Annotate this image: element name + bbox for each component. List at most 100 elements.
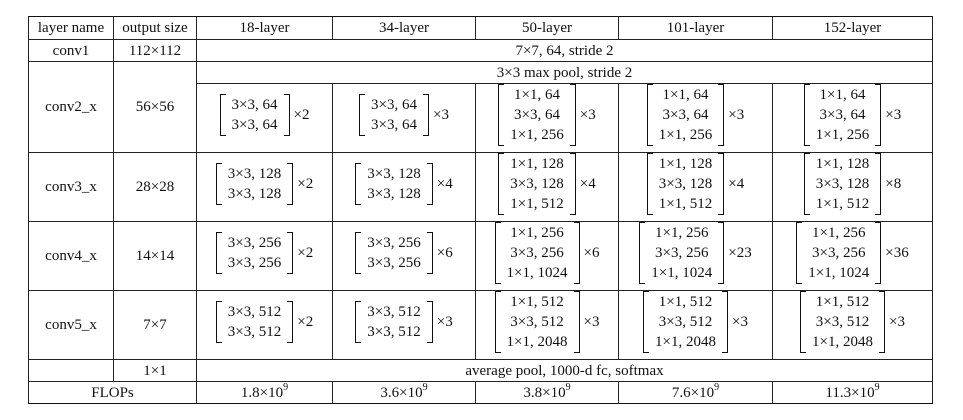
block-cell: 1×1, 512 3×3, 512 1×1, 2048 ×3 (475, 290, 619, 360)
bracket-matrix: 3×3, 64 3×3, 64 (219, 94, 290, 136)
header-cell: 50-layer (475, 16, 619, 40)
flops-value-cell: 1.8×109 (196, 381, 333, 404)
block-cell: 3×3, 256 3×3, 256 ×6 (332, 221, 476, 291)
header-cell: 18-layer (196, 16, 333, 40)
block-layers: 1×1, 128 3×3, 128 1×1, 512 (653, 153, 718, 215)
header-cell: 152-layer (772, 16, 933, 40)
right-bracket (426, 232, 433, 274)
bracket-matrix: 1×1, 512 3×3, 512 1×1, 2048 (494, 291, 580, 353)
block-multiplier: ×2 (297, 245, 314, 261)
block-layers: 3×3, 64 3×3, 64 (226, 94, 284, 136)
block-cell: 3×3, 512 3×3, 512 ×3 (332, 290, 476, 360)
flops-exponent: 9 (565, 381, 571, 393)
block-multiplier: ×3 (436, 314, 453, 330)
layer-name-cell: conv4_x (28, 221, 114, 291)
right-bracket (573, 291, 580, 353)
block-layers: 1×1, 64 3×3, 64 1×1, 256 (504, 84, 569, 146)
block-layer-line: 3×3, 128 (510, 176, 564, 192)
flops-mantissa: 1.8×10 (240, 384, 284, 401)
residual-block: 1×1, 128 3×3, 128 1×1, 512 ×4 (498, 153, 596, 215)
block-multiplier: ×3 (885, 107, 902, 123)
block-multiplier: ×3 (889, 314, 905, 330)
flops-mantissa: 7.6×10 (671, 384, 715, 401)
right-bracket (569, 153, 576, 215)
right-bracket (875, 222, 882, 284)
block-cell: 1×1, 64 3×3, 64 1×1, 256 ×3 (618, 83, 773, 153)
bracket-matrix: 1×1, 64 3×3, 64 1×1, 256 (803, 84, 882, 146)
left-bracket (498, 84, 505, 146)
right-bracket (718, 84, 725, 146)
block-cell: 3×3, 256 3×3, 256 ×2 (196, 221, 333, 291)
block-layer-line: 1×1, 1024 (651, 265, 713, 281)
residual-block: 1×1, 64 3×3, 64 1×1, 256 ×3 (803, 84, 902, 146)
bracket-matrix: 1×1, 512 3×3, 512 1×1, 2048 (800, 291, 885, 353)
flops-row: FLOPs 1.8×109 3.6×109 3.8×109 7.6×109 11.3×10… (28, 381, 933, 404)
residual-block: 3×3, 64 3×3, 64 ×3 (359, 94, 449, 136)
residual-block: 1×1, 128 3×3, 128 1×1, 512 ×4 (646, 153, 745, 215)
block-layer-line: 3×3, 64 (231, 117, 278, 133)
residual-block: 3×3, 512 3×3, 512 ×3 (355, 301, 453, 343)
block-layer-line: 1×1, 512 (510, 294, 564, 310)
block-multiplier: ×6 (583, 245, 600, 261)
block-layers: 3×3, 64 3×3, 64 (365, 94, 423, 136)
bracket-matrix: 1×1, 256 3×3, 256 1×1, 1024 (796, 222, 882, 284)
flops-value-cell: 11.3×109 (772, 381, 933, 404)
block-layer-line: 3×3, 256 (227, 235, 282, 251)
block-cell: 1×1, 128 3×3, 128 1×1, 512 ×4 (618, 152, 773, 222)
bracket-matrix: 3×3, 256 3×3, 256 (215, 232, 294, 274)
output-size-cell: 7×7 (113, 290, 197, 360)
residual-block: 3×3, 64 3×3, 64 ×2 (219, 94, 309, 136)
right-bracket (426, 301, 433, 343)
block-layers: 3×3, 512 3×3, 512 (361, 301, 426, 343)
layer-name-cell: conv2_x (28, 61, 114, 153)
right-bracket (875, 84, 882, 146)
block-multiplier: ×8 (885, 176, 902, 192)
flops-value-cell: 3.6×109 (332, 381, 476, 404)
conv1-spec-cell: 7×7, 64, stride 2 (196, 39, 933, 62)
residual-block: 3×3, 256 3×3, 256 ×2 (215, 232, 314, 274)
block-layers: 3×3, 256 3×3, 256 (222, 232, 287, 274)
block-layer-line: 3×3, 64 (514, 107, 560, 123)
final-row: 1×1 average pool, 1000-d fc, softmax (28, 359, 933, 382)
block-layer-line: 1×1, 64 (819, 87, 866, 103)
block-cell: 1×1, 512 3×3, 512 1×1, 2048 ×3 (618, 290, 773, 360)
stage-row: conv4_x 14×14 3×3, 256 3×3, 256 ×2 3×3, 256 3×… (28, 221, 933, 291)
bracket-matrix: 3×3, 256 3×3, 256 (355, 232, 433, 274)
block-layer-line: 1×1, 512 (658, 294, 713, 310)
right-bracket (879, 291, 885, 353)
block-multiplier: ×3 (732, 314, 748, 330)
block-cell: 3×3, 64 3×3, 64 ×3 (332, 83, 476, 153)
stage-row: conv3_x 28×28 3×3, 128 3×3, 128 ×2 3×3, 128 3×… (28, 152, 933, 222)
block-layer-line: 1×1, 2048 (655, 334, 716, 350)
final-spec-cell: average pool, 1000-d fc, softmax (196, 359, 933, 382)
block-multiplier: ×4 (728, 176, 745, 192)
residual-block: 3×3, 256 3×3, 256 ×6 (355, 232, 453, 274)
block-cell: 3×3, 128 3×3, 128 ×4 (332, 152, 476, 222)
block-cell: 3×3, 64 3×3, 64 ×2 (196, 83, 333, 153)
layer-name-cell: conv5_x (28, 290, 114, 360)
block-layer-line: 1×1, 1024 (808, 265, 870, 281)
left-bracket (355, 232, 362, 274)
output-size-cell: 112×112 (113, 39, 197, 62)
residual-block: 1×1, 512 3×3, 512 1×1, 2048 ×3 (643, 291, 748, 353)
bracket-matrix: 3×3, 128 3×3, 128 (355, 163, 433, 205)
layer-name-cell: conv3_x (28, 152, 114, 222)
block-layer-line: 3×3, 64 (231, 97, 278, 113)
bracket-matrix: 1×1, 64 3×3, 64 1×1, 256 (498, 84, 576, 146)
header-cell: 34-layer (332, 16, 476, 40)
pool-row: conv2_x 56×56 3×3 max pool, stride 2 (28, 61, 933, 153)
right-bracket (875, 153, 882, 215)
bracket-matrix: 1×1, 256 3×3, 256 1×1, 1024 (494, 222, 580, 284)
flops-mantissa: 11.3×10 (825, 384, 875, 401)
bracket-matrix: 3×3, 64 3×3, 64 (359, 94, 429, 136)
residual-block: 1×1, 256 3×3, 256 1×1, 1024 ×23 (639, 222, 752, 284)
block-layer-line: 3×3, 128 (658, 176, 713, 192)
block-layers: 3×3, 512 3×3, 512 (222, 301, 287, 343)
right-bracket (423, 94, 429, 136)
output-size-cell: 14×14 (113, 221, 197, 291)
block-layer-line: 3×3, 256 (367, 235, 421, 251)
block-layers: 1×1, 512 3×3, 512 1×1, 2048 (806, 291, 879, 353)
block-multiplier: ×3 (579, 107, 596, 123)
block-multiplier: ×2 (297, 176, 314, 192)
block-layers: 3×3, 128 3×3, 128 (222, 163, 287, 205)
